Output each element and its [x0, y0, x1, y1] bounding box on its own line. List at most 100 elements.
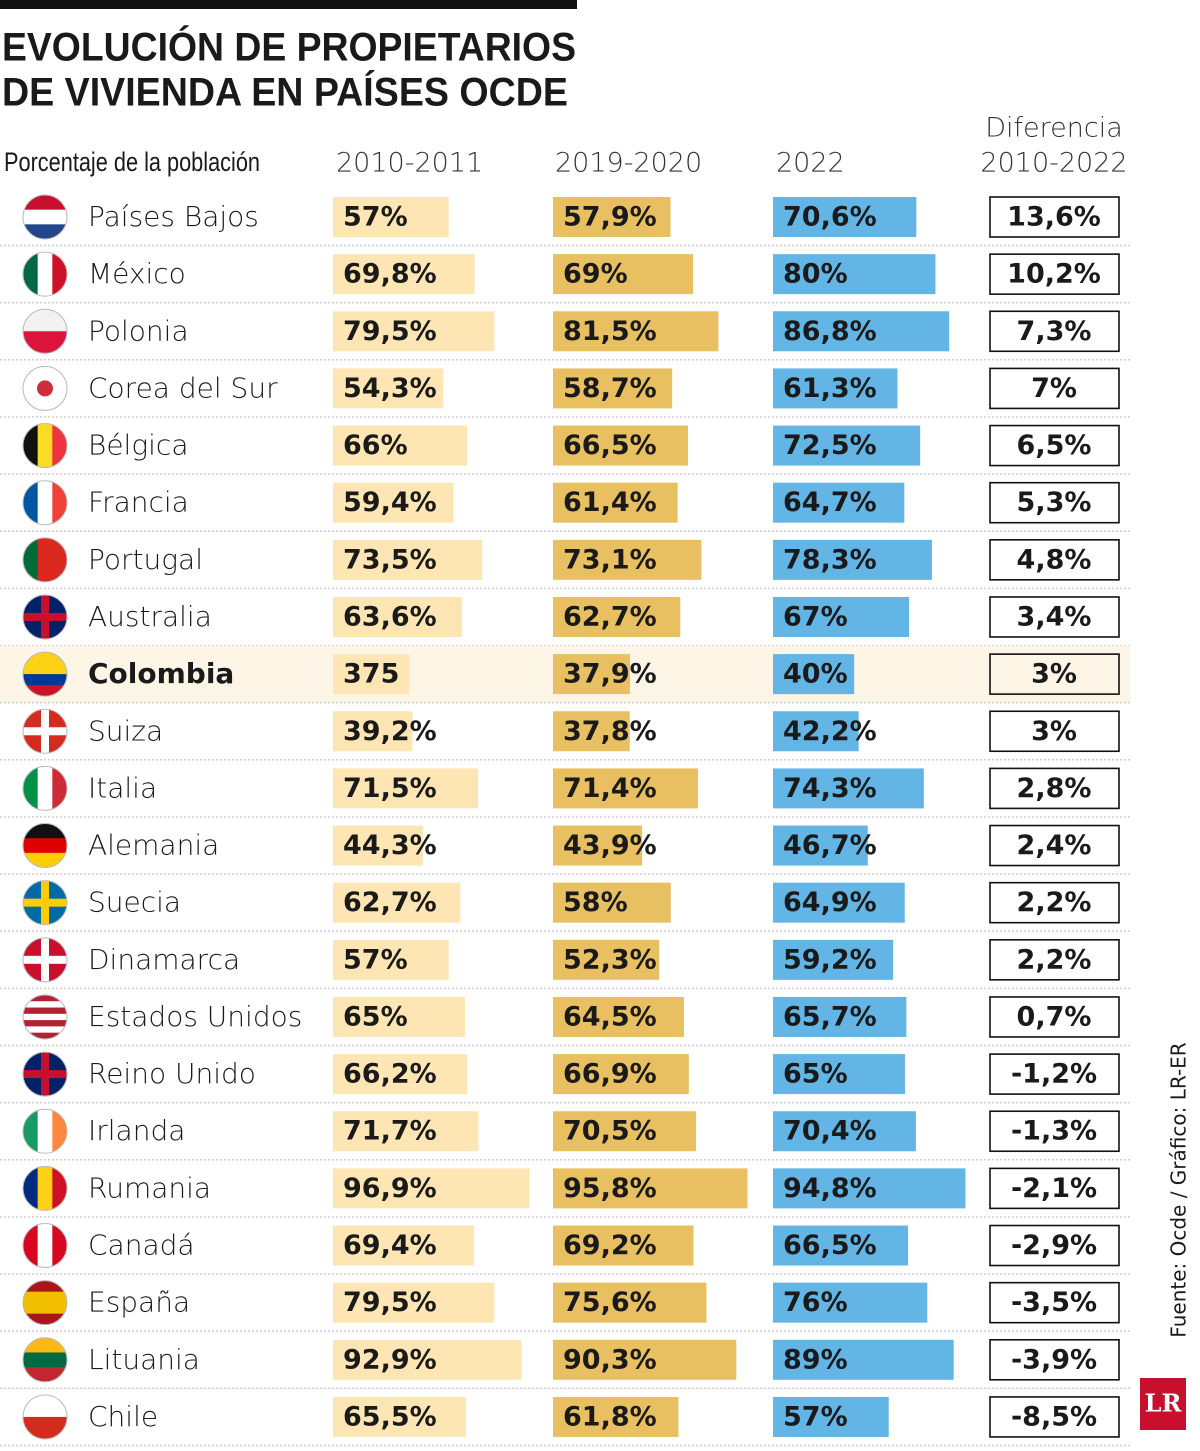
flag: [23, 195, 67, 239]
bar: [773, 1111, 916, 1152]
value-label: 66,9%: [563, 1059, 657, 1090]
flag-border: [22, 480, 68, 526]
difference-box: [989, 196, 1120, 238]
bar: [333, 482, 454, 523]
flag-stripe: [23, 1302, 67, 1315]
flag-border: [22, 423, 68, 469]
country-name: Suecia: [88, 886, 181, 919]
value-label: 62,7%: [343, 887, 437, 918]
country-name: Lituania: [88, 1343, 200, 1376]
difference-box: [989, 481, 1120, 524]
bar: [553, 482, 678, 523]
chart-title: EVOLUCIÓN DE PROPIETARIOS: [2, 24, 576, 70]
country-name: Italia: [88, 771, 157, 804]
flag-stripe: [23, 1416, 67, 1439]
bar: [773, 1054, 905, 1095]
bar: [553, 254, 694, 295]
flag: [23, 709, 67, 754]
country-name: Colombia: [88, 657, 234, 690]
bar: [773, 996, 907, 1037]
value-label: 81,5%: [563, 316, 657, 347]
flag-stripe: [52, 1166, 67, 1211]
flag-border: [22, 594, 68, 640]
flag: [23, 1166, 67, 1211]
flag-border: [22, 194, 68, 240]
bar: [333, 939, 449, 980]
value-label: 73,5%: [343, 544, 437, 575]
value-label: 46,7%: [783, 830, 877, 861]
flag-stripe: [23, 1280, 67, 1293]
flag-stripe: [23, 309, 67, 332]
bar: [773, 711, 859, 752]
bar: [553, 425, 688, 466]
flag-stripe: [23, 838, 67, 854]
value-label: 70,5%: [563, 1116, 657, 1147]
bar: [773, 368, 898, 409]
difference-box: [989, 1110, 1120, 1153]
value-label: 71,4%: [563, 773, 657, 804]
bar: [553, 311, 719, 352]
value-label: 375: [343, 659, 399, 690]
difference-label: -3,9%: [1011, 1344, 1097, 1375]
flag-border: [22, 937, 68, 983]
bar: [553, 882, 671, 923]
bar: [333, 425, 467, 466]
difference-box: [989, 539, 1120, 581]
bar: [333, 996, 465, 1037]
value-label: 70,6%: [783, 202, 877, 233]
value-label: 52,3%: [563, 944, 657, 975]
flag-border: [22, 765, 68, 811]
difference-label: 3,4%: [1017, 601, 1092, 632]
bar: [553, 368, 673, 409]
flag-stripe: [23, 1109, 39, 1154]
value-label: 66,2%: [343, 1059, 437, 1090]
bar: [553, 939, 660, 980]
country-name: Polonia: [88, 314, 189, 347]
column-header: 2010-2011: [336, 148, 483, 179]
country-name: Bélgica: [88, 429, 188, 462]
top-rule: [0, 0, 577, 9]
bar: [553, 711, 630, 752]
flag: [23, 537, 67, 582]
bar: [773, 539, 932, 580]
flag-stripe: [37, 537, 53, 582]
flag-stripe: [23, 252, 39, 297]
difference-box: [989, 881, 1120, 924]
country-name: Suiza: [88, 714, 163, 747]
flag: [23, 652, 67, 697]
difference-box: [989, 767, 1120, 810]
difference-label: 7,3%: [1017, 316, 1092, 347]
value-label: 61,3%: [783, 373, 877, 404]
difference-box: [989, 824, 1120, 867]
flag-stripe: [23, 1291, 67, 1304]
value-label: 61,4%: [563, 487, 657, 518]
flag: [23, 880, 67, 925]
flag: [23, 937, 67, 982]
flag-stripe: [23, 480, 39, 525]
flag: [23, 480, 67, 525]
flag-stripe: [23, 224, 67, 239]
bar: [333, 1054, 468, 1095]
bar: [553, 654, 630, 695]
flag-stripe: [37, 1109, 53, 1154]
flag: [23, 594, 67, 639]
flag-border: [22, 994, 68, 1040]
flag-border: [22, 1280, 68, 1326]
flag-stripe: [23, 1367, 67, 1382]
value-label: 73,1%: [563, 544, 657, 575]
flag-border: [22, 651, 68, 697]
flag-stripe: [52, 766, 67, 811]
difference-label: 13,6%: [1007, 202, 1101, 233]
flag-stripe: [52, 423, 67, 468]
flag: [23, 1223, 67, 1268]
difference-box: [989, 1224, 1120, 1267]
value-label: 44,3%: [343, 830, 437, 861]
difference-box: [989, 1281, 1120, 1324]
flag-border: [22, 1337, 68, 1383]
country-name: Países Bajos: [88, 200, 259, 233]
flag-stripe: [23, 652, 67, 664]
flag: [23, 309, 67, 354]
flag-stripe: [23, 1166, 39, 1211]
flag-stripe: [37, 766, 53, 811]
country-name: Alemania: [88, 829, 219, 862]
